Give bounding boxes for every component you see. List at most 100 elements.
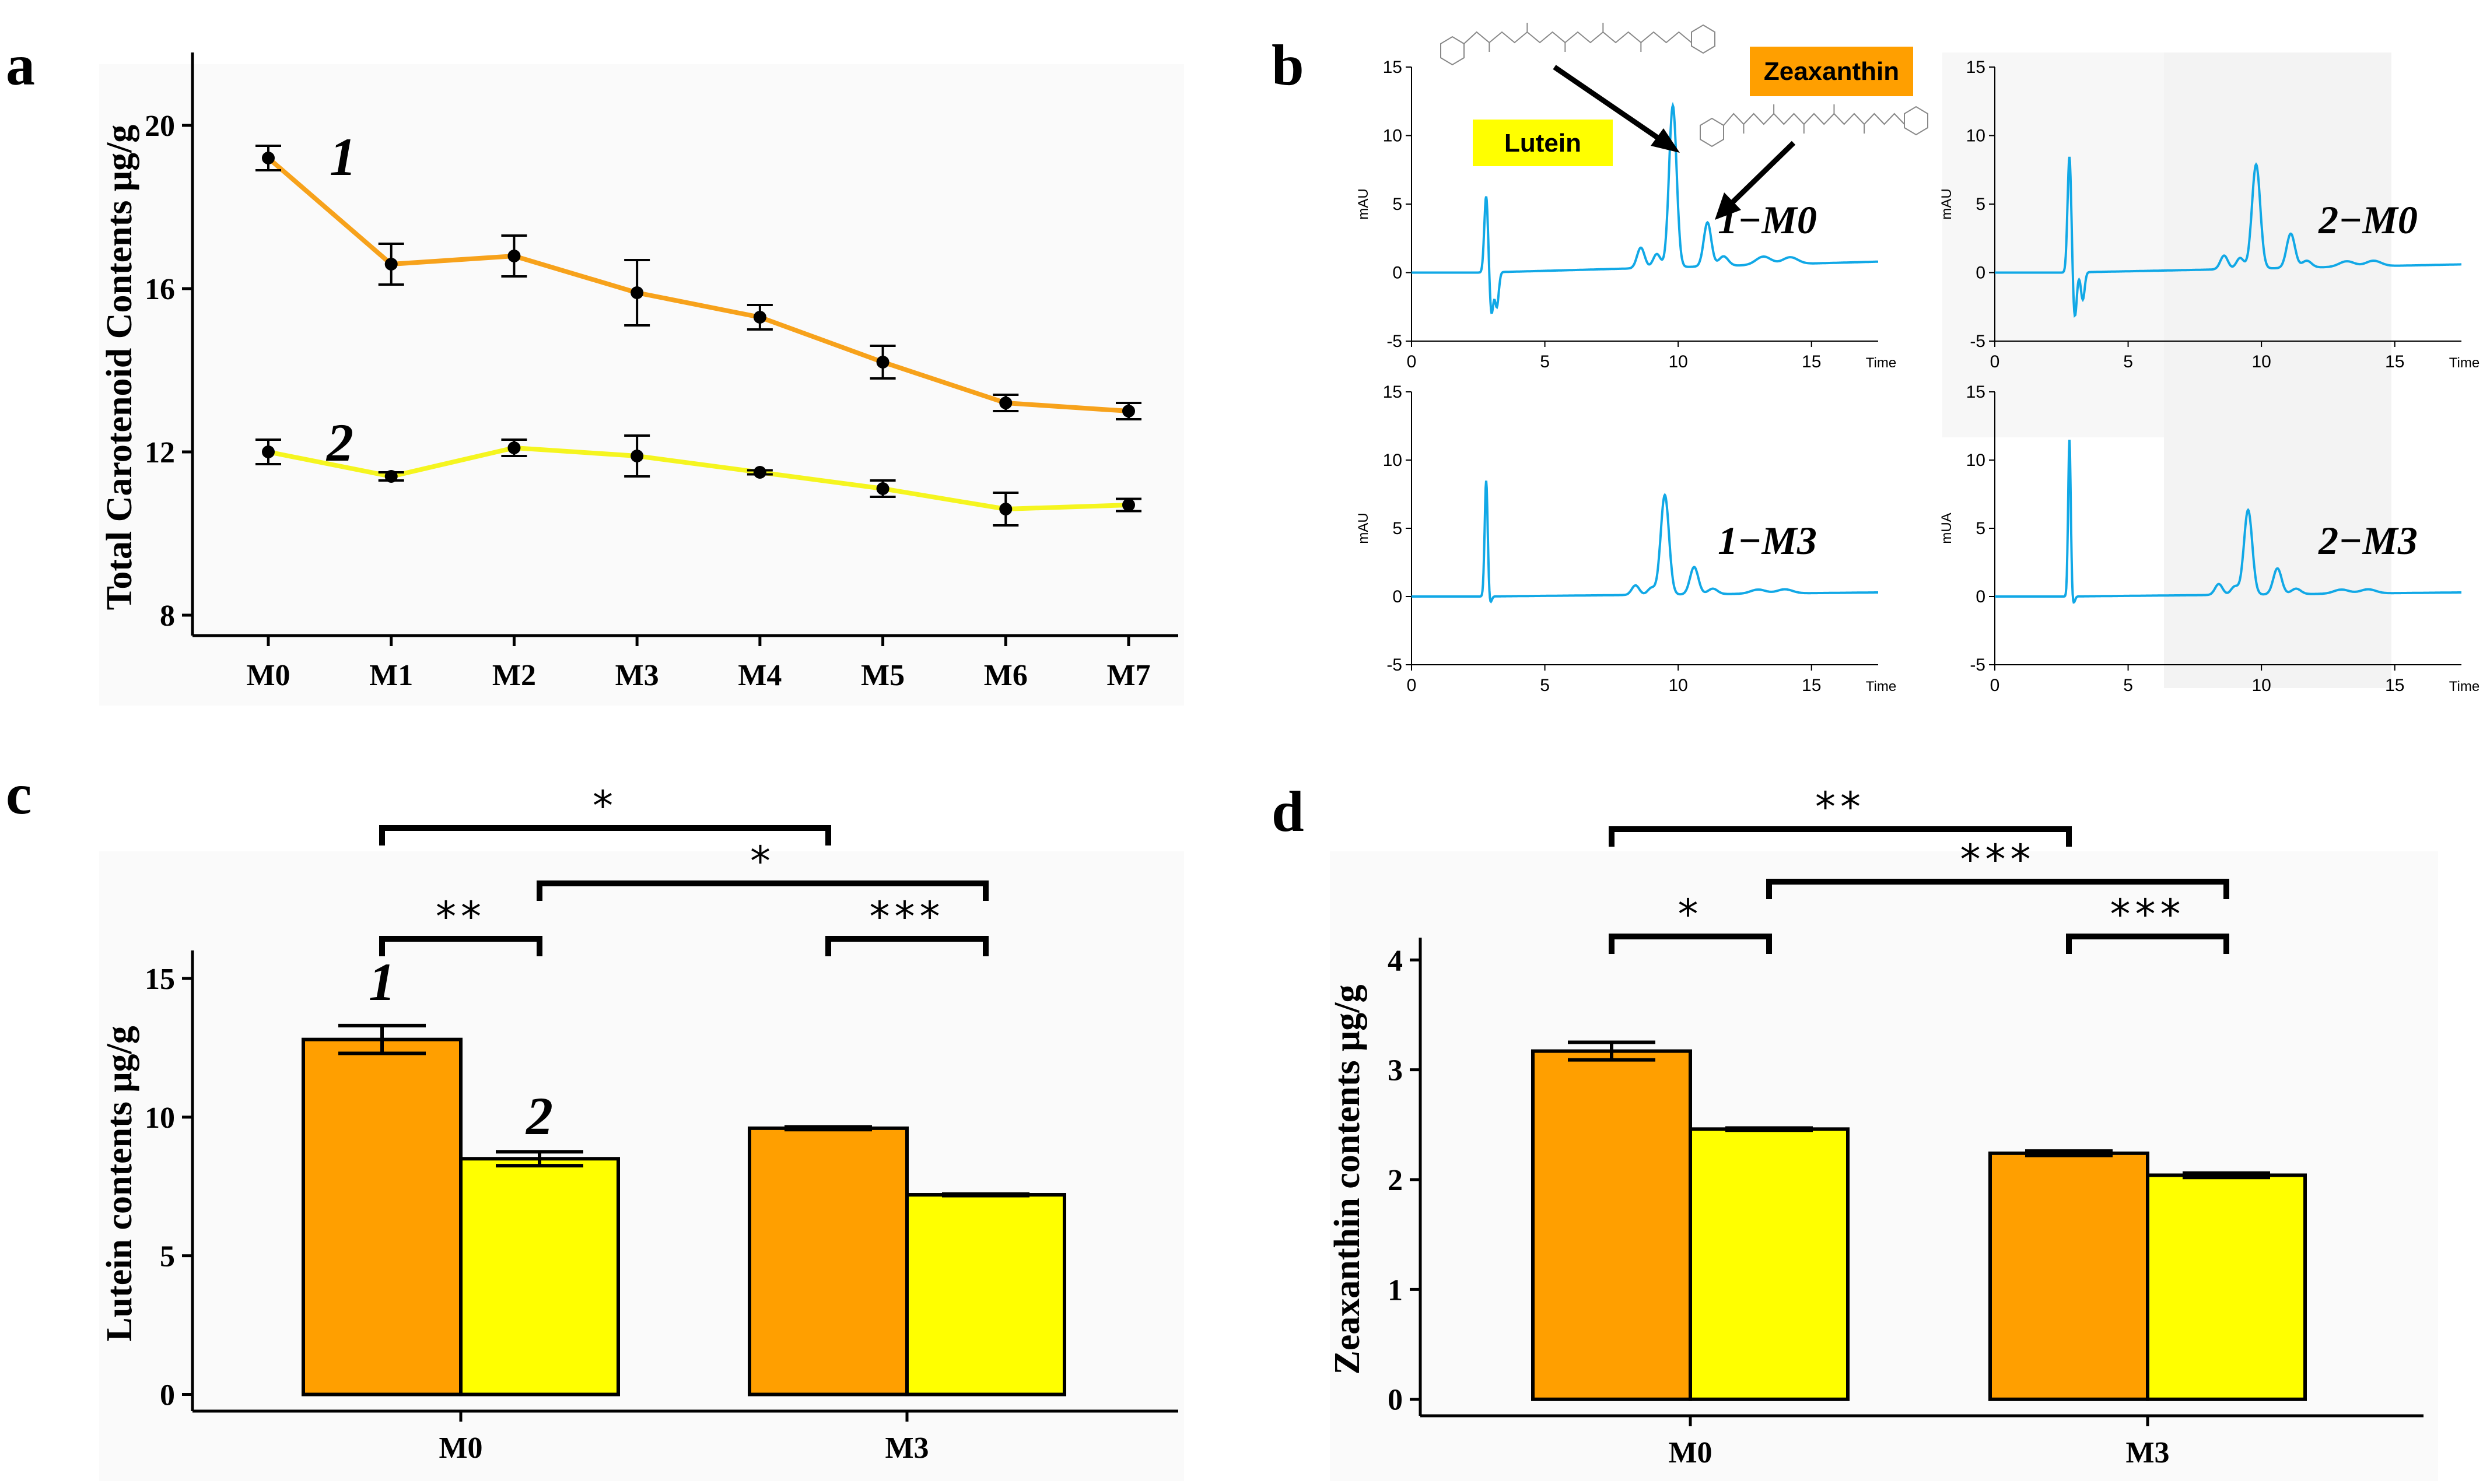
series-line-1 (267, 156, 1129, 413)
y-tick-label: 3 (1388, 1054, 1403, 1087)
x-tick-label: M4 (738, 659, 782, 692)
significance-bracket (2066, 934, 2229, 954)
data-point (876, 356, 889, 369)
chromatogram-trace (1995, 156, 2461, 318)
chromatogram-y-axis-title: mAU (1356, 188, 1371, 219)
molecule-chain (1463, 31, 1692, 44)
bar (2146, 1173, 2307, 1401)
panel-a-line-chart: 8 12 16 20 M0 M1 M2 M3 M4 M5 M6 M7 Total Carotenoid … (99, 52, 1184, 706)
x-tick-label: M3 (2125, 1436, 2169, 1469)
molecule-chain (1723, 113, 1905, 126)
bar (1531, 1049, 1692, 1401)
chromatogram-label: 2−M0 (2318, 198, 2418, 242)
chromatogram-x-tick-label: 5 (2123, 676, 2133, 695)
data-point (507, 441, 521, 454)
bar (1988, 1151, 2149, 1401)
molecule-ring (1440, 36, 1465, 66)
chromatogram-x-tick-label: 15 (2385, 676, 2404, 695)
bar (1689, 1127, 1850, 1401)
significance-marker: *** (2110, 890, 2186, 938)
chromatogram-x-axis-title: Time (1866, 355, 1896, 371)
chromatogram-y-tick-label: 0 (1976, 264, 1985, 283)
data-point (384, 258, 398, 271)
data-point (876, 482, 889, 495)
significance-marker: ** (1815, 783, 1865, 831)
x-tick-label: M2 (492, 659, 536, 692)
chromatogram-label: 2−M3 (2318, 518, 2418, 563)
plot-background (99, 64, 1184, 706)
y-tick-label: 20 (145, 110, 175, 143)
data-point (1122, 499, 1135, 511)
y-axis-title: Total Carotenoid Contents μg/g (100, 125, 139, 611)
x-tick-label: M7 (1106, 659, 1150, 692)
lutein-arrow (1553, 65, 1667, 145)
y-tick-label: 8 (160, 599, 175, 633)
bar (302, 1037, 463, 1397)
chromatogram-y-tick-label: 15 (1383, 383, 1402, 402)
chromatogram-y-tick-label: -5 (1386, 655, 1402, 675)
chromatogram-x-tick-label: 0 (1407, 352, 1417, 371)
panel-label-c: c (6, 762, 31, 826)
chromatogram-y-tick-label: -5 (1386, 332, 1402, 351)
significance-bracket (537, 880, 989, 901)
panel-label-b: b (1272, 33, 1304, 97)
chromatogram-y-tick-label: 15 (1966, 58, 1985, 77)
series-line-2 (268, 445, 1129, 512)
y-tick-label: 16 (145, 273, 175, 306)
chromatogram-trace (1412, 480, 1878, 604)
y-tick-label: 1 (1388, 1273, 1403, 1307)
chromatogram-x-axis-title: Time (2449, 679, 2480, 694)
chromatogram-y-tick-label: 5 (1976, 519, 1985, 538)
x-tick-label: M0 (1668, 1436, 1712, 1469)
chromatogram-x-tick-label: 15 (1802, 352, 1821, 371)
zeaxanthin-label: Zeaxanthin (1764, 57, 1899, 86)
y-tick-label: 12 (145, 436, 175, 469)
significance-marker: * (593, 782, 618, 830)
bar-series-label-2: 2 (525, 1086, 553, 1146)
x-tick-label: M1 (369, 659, 413, 692)
significance-marker: *** (1960, 836, 2036, 883)
significance-marker: *** (870, 893, 945, 941)
chromatogram-x-tick-label: 10 (1668, 676, 1687, 695)
data-point (507, 250, 521, 262)
chromatogram-y-tick-label: -5 (1970, 332, 1985, 351)
data-point (262, 445, 275, 458)
chromatogram-y-tick-label: 0 (1976, 587, 1985, 606)
significance-bracket (1766, 879, 2229, 899)
x-tick-label: M5 (861, 659, 905, 692)
bar-series-label-1: 1 (369, 952, 395, 1012)
panel-b-shade (2164, 52, 2391, 688)
y-axis-title: Zeaxanthin contents μg/g (1328, 985, 1367, 1375)
x-tick-label: M0 (246, 659, 290, 692)
chromatogram-y-tick-label: 15 (1966, 383, 1985, 402)
chromatogram-y-tick-label: 15 (1383, 58, 1402, 77)
significance-bracket (825, 936, 989, 956)
data-point (999, 397, 1013, 409)
chromatogram-y-tick-label: 5 (1392, 195, 1402, 214)
x-tick-label: M3 (615, 659, 659, 692)
chromatogram-y-axis-title: mAU (1356, 513, 1371, 543)
y-tick-label: 15 (145, 963, 175, 996)
bar (459, 1157, 620, 1397)
x-tick-label: M6 (984, 659, 1028, 692)
chromatogram-y-axis-title: mUA (1939, 513, 1955, 543)
chromatogram-x-tick-label: 0 (1407, 676, 1417, 695)
chromatogram-x-axis-title: Time (1866, 679, 1896, 694)
chromatogram-x-tick-label: 0 (1990, 676, 2000, 695)
zeaxanthin-arrow (1725, 141, 1796, 209)
zeaxanthin-label-box (1750, 47, 1913, 96)
y-tick-label: 0 (160, 1378, 175, 1412)
chromatogram-trace (1412, 101, 1878, 314)
chromatogram-y-tick-label: 10 (1966, 451, 1985, 470)
zeaxanthin-arrow-head (1715, 192, 1741, 220)
significance-marker: ** (436, 893, 486, 941)
data-point (631, 286, 644, 299)
chromatogram-x-tick-label: 5 (2123, 352, 2133, 371)
series-label-2: 2 (325, 413, 353, 472)
y-tick-label: 4 (1388, 944, 1403, 977)
chromatogram-x-tick-label: 15 (2385, 352, 2404, 371)
lutein-arrow-head (1651, 128, 1680, 153)
significance-bracket (1609, 934, 1772, 954)
x-tick-label: M0 (439, 1432, 482, 1465)
